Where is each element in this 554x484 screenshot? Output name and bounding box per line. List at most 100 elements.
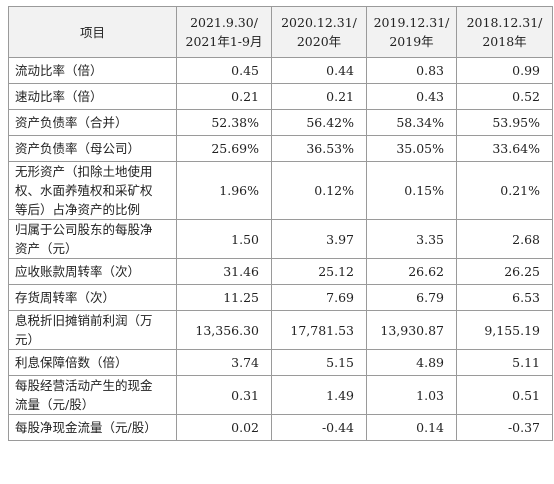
page: 项目 2021.9.30/2021年1-9月 2020.12.31/2020年 201… <box>0 6 554 484</box>
text-line: 2019.12.31/ <box>373 15 450 30</box>
value-cell: 1.96% <box>176 161 272 220</box>
value-cell: 1.03 <box>366 375 457 415</box>
value-cell: 3.97 <box>271 219 367 259</box>
value-cell: 25.69% <box>176 135 272 162</box>
text-line: 无形资产（扣除土地使用 <box>15 164 153 179</box>
value-cell: 0.31 <box>176 375 272 415</box>
row-label: 速动比率（倍） <box>8 83 177 110</box>
value-cell: 31.46 <box>176 258 272 285</box>
data-table: 项目 2021.9.30/2021年1-9月 2020.12.31/2020年 201… <box>8 6 553 441</box>
value-cell: 26.62 <box>366 258 457 285</box>
value-cell: 2.68 <box>456 219 553 259</box>
table-row: 应收账款周转率（次） 31.46 25.12 26.62 26.25 <box>8 258 553 285</box>
header-cell: 2020.12.31/2020年 <box>271 6 367 58</box>
row-label: 每股经营活动产生的现金 流量（元/股） <box>8 375 177 415</box>
value-cell: 0.15% <box>366 161 457 220</box>
value-cell: 0.99 <box>456 57 553 84</box>
value-cell: 13,356.30 <box>176 310 272 350</box>
text-line: 归属于公司股东的每股净 <box>15 222 153 237</box>
row-label: 无形资产（扣除土地使用 权、水面养殖权和采矿权 等后）占净资产的比例 <box>8 161 177 220</box>
row-label: 资产负债率（合并） <box>8 109 177 136</box>
header-cell: 2018.12.31/2018年 <box>456 6 553 58</box>
text-line: 2018年 <box>482 34 527 49</box>
text-line: 流量（元/股） <box>15 397 95 412</box>
value-cell: 13,930.87 <box>366 310 457 350</box>
header-cell: 2021.9.30/2021年1-9月 <box>176 6 272 58</box>
text-line: 资产负债率（母公司） <box>15 141 141 156</box>
text-line: 2020年 <box>296 34 342 49</box>
value-cell: 26.25 <box>456 258 553 285</box>
table-body: 流动比率（倍） 0.45 0.44 0.83 0.99 速动比率（倍） 0.21 0.21 0.… <box>8 57 553 441</box>
value-cell: 0.43 <box>366 83 457 110</box>
value-cell: 52.38% <box>176 109 272 136</box>
value-cell: 5.11 <box>456 349 553 376</box>
table-row: 息税折旧摊销前利润（万 元） 13,356.30 17,781.53 13,930.87… <box>8 310 553 350</box>
value-cell: 4.89 <box>366 349 457 376</box>
table-row: 利息保障倍数（倍） 3.74 5.15 4.89 5.11 <box>8 349 553 376</box>
row-label: 息税折旧摊销前利润（万 元） <box>8 310 177 350</box>
value-cell: 0.83 <box>366 57 457 84</box>
value-cell: 0.12% <box>271 161 367 220</box>
value-cell: 17,781.53 <box>271 310 367 350</box>
value-cell: -0.44 <box>271 414 367 441</box>
value-cell: 1.49 <box>271 375 367 415</box>
row-label: 归属于公司股东的每股净 资产（元） <box>8 219 177 259</box>
value-cell: 58.34% <box>366 109 457 136</box>
row-label: 流动比率（倍） <box>8 57 177 84</box>
value-cell: 25.12 <box>271 258 367 285</box>
value-cell: 7.69 <box>271 284 367 311</box>
table-row: 资产负债率（母公司） 25.69% 36.53% 35.05% 33.64% <box>8 135 553 162</box>
row-label: 每股净现金流量（元/股） <box>8 414 177 441</box>
text-line: 2021.9.30/ <box>190 15 258 30</box>
value-cell: 11.25 <box>176 284 272 311</box>
text-line: 元） <box>15 332 41 347</box>
text-line: 2018.12.31/ <box>466 15 543 30</box>
value-cell: 6.53 <box>456 284 553 311</box>
text-line: 2019年 <box>389 34 434 49</box>
table-row: 资产负债率（合并） 52.38% 56.42% 58.34% 53.95% <box>8 109 553 136</box>
text-line: 流动比率（倍） <box>15 63 103 78</box>
value-cell: 53.95% <box>456 109 553 136</box>
text-line: 每股净现金流量（元/股） <box>15 420 157 435</box>
value-cell: 33.64% <box>456 135 553 162</box>
row-label: 存货周转率（次） <box>8 284 177 311</box>
value-cell: 0.21 <box>271 83 367 110</box>
value-cell: 0.52 <box>456 83 553 110</box>
row-label: 应收账款周转率（次） <box>8 258 177 285</box>
value-cell: 0.21% <box>456 161 553 220</box>
text-line: 资产负债率（合并） <box>15 115 128 130</box>
header-cell: 2019.12.31/2019年 <box>366 6 457 58</box>
value-cell: 56.42% <box>271 109 367 136</box>
table-row: 每股净现金流量（元/股） 0.02 -0.44 0.14 -0.37 <box>8 414 553 441</box>
text-line: 存货周转率（次） <box>15 290 116 305</box>
value-cell: 0.51 <box>456 375 553 415</box>
text-line: 利息保障倍数（倍） <box>15 355 128 370</box>
value-cell: 5.15 <box>271 349 367 376</box>
text-line: 2021年1-9月 <box>185 34 263 49</box>
value-cell: 0.14 <box>366 414 457 441</box>
text-line: 资产（元） <box>15 241 78 256</box>
header-cell: 项目 <box>8 6 177 58</box>
value-cell: 3.35 <box>366 219 457 259</box>
value-cell: 35.05% <box>366 135 457 162</box>
text-line: 权、水面养殖权和采矿权 <box>15 183 153 198</box>
text-line: 每股经营活动产生的现金 <box>15 378 153 393</box>
row-label: 资产负债率（母公司） <box>8 135 177 162</box>
table-row: 存货周转率（次） 11.25 7.69 6.79 6.53 <box>8 284 553 311</box>
table-row: 速动比率（倍） 0.21 0.21 0.43 0.52 <box>8 83 553 110</box>
value-cell: 1.50 <box>176 219 272 259</box>
text-line: 2020.12.31/ <box>281 15 357 30</box>
value-cell: 0.21 <box>176 83 272 110</box>
text-line: 项目 <box>79 24 105 40</box>
value-cell: 6.79 <box>366 284 457 311</box>
table-row: 无形资产（扣除土地使用 权、水面养殖权和采矿权 等后）占净资产的比例 1.96% 0.1… <box>8 161 553 220</box>
header-row: 项目 2021.9.30/2021年1-9月 2020.12.31/2020年 201… <box>8 6 553 58</box>
row-label: 利息保障倍数（倍） <box>8 349 177 376</box>
value-cell: 0.02 <box>176 414 272 441</box>
text-line: 速动比率（倍） <box>15 89 103 104</box>
table-row: 归属于公司股东的每股净 资产（元） 1.50 3.97 3.35 2.68 <box>8 219 553 259</box>
value-cell: 0.44 <box>271 57 367 84</box>
text-line: 息税折旧摊销前利润（万 <box>15 313 153 328</box>
text-line: 等后）占净资产的比例 <box>15 202 141 217</box>
value-cell: 36.53% <box>271 135 367 162</box>
